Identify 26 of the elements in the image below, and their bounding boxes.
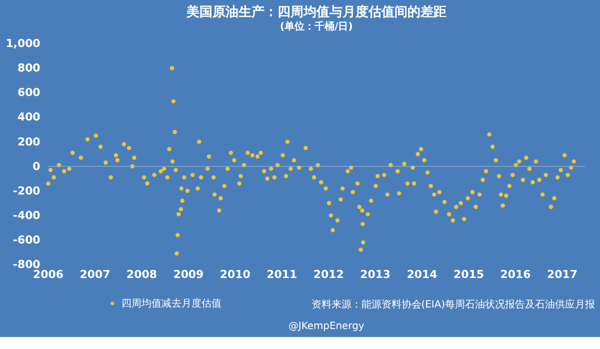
- x-tick-label: 2012: [313, 268, 344, 281]
- legend-label: 四周均值减去月度估值: [121, 297, 222, 310]
- x-tick-label: 2010: [220, 268, 251, 281]
- x-tick-label: 2014: [406, 268, 438, 281]
- y-tick-label: 400: [17, 110, 41, 124]
- y-tick-label: 1,000: [6, 37, 41, 50]
- x-tick-label: 2013: [360, 268, 391, 281]
- x-tick-label: 2007: [80, 268, 110, 281]
- y-tick-label: -400: [12, 208, 41, 222]
- chart-title: 美国原油生产：四周均值与月度估值间的差距: [185, 4, 446, 20]
- y-tick-label: 200: [17, 135, 41, 148]
- x-tick-label: 2015: [454, 268, 484, 281]
- x-tick-label: 2006: [33, 268, 64, 281]
- text: @JKempEnergy: [288, 321, 364, 332]
- x-tick-label: 2008: [126, 268, 157, 281]
- x-tick-label: 2017: [546, 268, 578, 281]
- x-tick-label: 2011: [266, 268, 298, 281]
- x-tick-label: 2009: [173, 268, 204, 281]
- chart-subtitle: (单位：千桶/日): [280, 20, 353, 33]
- y-tick-label: -600: [12, 233, 41, 246]
- y-tick-label: 800: [17, 62, 41, 75]
- x-tick-label: 2016: [500, 268, 532, 281]
- y-tick-label: -200: [12, 184, 41, 198]
- text: 资料来源：能源资料协会(EIA)每周石油状况报告及石油供应月报: [311, 298, 596, 310]
- y-tick-label: 600: [17, 86, 41, 100]
- y-tick-label: 0: [32, 160, 41, 173]
